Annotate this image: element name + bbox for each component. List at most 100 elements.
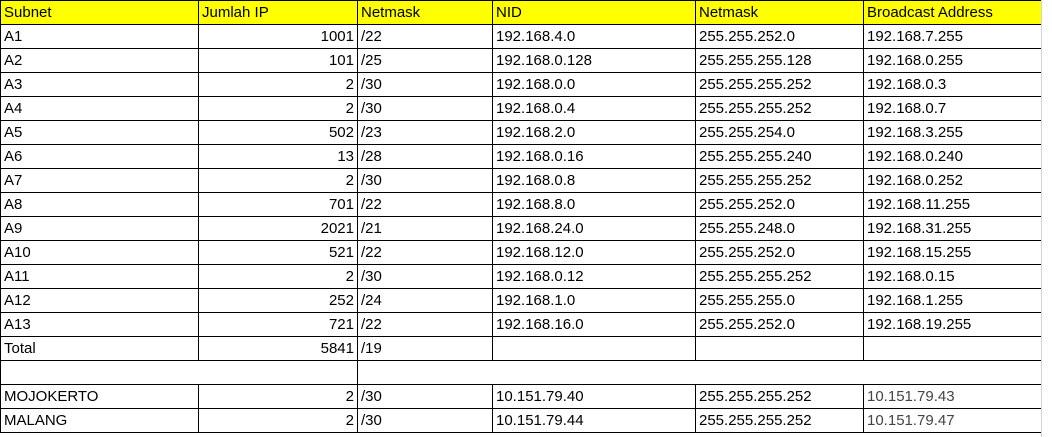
table-cell[interactable]: 255.255.255.252 [695, 384, 864, 409]
table-cell[interactable]: 2021 [198, 216, 358, 241]
table-cell[interactable]: 192.168.0.0 [492, 72, 696, 97]
table-cell[interactable]: 192.168.19.255 [863, 312, 1042, 337]
header-cell[interactable]: Jumlah IP [198, 0, 358, 25]
table-cell[interactable]: /30 [357, 72, 493, 97]
table-cell[interactable]: /22 [357, 192, 493, 217]
table-cell[interactable]: 255.255.248.0 [695, 216, 864, 241]
table-cell[interactable]: 192.168.3.255 [863, 120, 1042, 145]
table-cell[interactable]: 10.151.79.43 [863, 384, 1042, 409]
table-cell[interactable]: /30 [357, 168, 493, 193]
table-cell[interactable]: 255.255.255.0 [695, 288, 864, 313]
table-cell[interactable]: A4 [0, 96, 199, 121]
table-cell[interactable]: 701 [198, 192, 358, 217]
table-cell[interactable]: 255.255.252.0 [695, 24, 864, 49]
table-cell[interactable]: A13 [0, 312, 199, 337]
header-cell[interactable]: NID [492, 0, 696, 25]
table-cell[interactable]: 2 [198, 168, 358, 193]
table-cell[interactable]: /28 [357, 144, 493, 169]
total-cell[interactable]: Total [0, 336, 199, 361]
table-cell[interactable]: 192.168.0.240 [863, 144, 1042, 169]
table-cell[interactable]: 192.168.12.0 [492, 240, 696, 265]
table-cell[interactable]: /23 [357, 120, 493, 145]
table-cell[interactable]: 10.151.79.44 [492, 408, 696, 433]
table-cell[interactable]: 192.168.4.0 [492, 24, 696, 49]
table-cell[interactable]: 1001 [198, 24, 358, 49]
table-cell[interactable]: /21 [357, 216, 493, 241]
table-cell[interactable]: /22 [357, 312, 493, 337]
table-cell[interactable]: 255.255.255.252 [695, 408, 864, 433]
table-cell[interactable]: 192.168.0.128 [492, 48, 696, 73]
table-cell[interactable]: 255.255.255.252 [695, 96, 864, 121]
header-cell[interactable]: Netmask [357, 0, 493, 25]
table-cell[interactable]: /30 [357, 384, 493, 409]
table-cell[interactable]: 255.255.254.0 [695, 120, 864, 145]
adjacent-empty-column[interactable] [1041, 0, 1052, 437]
table-cell[interactable]: /30 [357, 96, 493, 121]
empty-cell[interactable] [198, 360, 358, 385]
table-cell[interactable]: 255.255.252.0 [695, 240, 864, 265]
table-cell[interactable]: /22 [357, 240, 493, 265]
empty-cell[interactable] [492, 360, 696, 385]
table-cell[interactable]: 255.255.252.0 [695, 312, 864, 337]
table-cell[interactable]: A5 [0, 120, 199, 145]
table-cell[interactable]: 2 [198, 384, 358, 409]
total-cell[interactable] [492, 336, 696, 361]
total-cell[interactable]: /19 [357, 336, 493, 361]
table-cell[interactable]: 192.168.7.255 [863, 24, 1042, 49]
table-cell[interactable]: 192.168.15.255 [863, 240, 1042, 265]
table-cell[interactable]: 192.168.11.255 [863, 192, 1042, 217]
table-cell[interactable]: 10.151.79.40 [492, 384, 696, 409]
table-cell[interactable]: 101 [198, 48, 358, 73]
table-cell[interactable]: MOJOKERTO [0, 384, 199, 409]
header-cell[interactable]: Netmask [695, 0, 864, 25]
table-cell[interactable]: 192.168.0.12 [492, 264, 696, 289]
table-cell[interactable]: 13 [198, 144, 358, 169]
table-cell[interactable]: 255.255.255.252 [695, 168, 864, 193]
table-cell[interactable]: 192.168.0.3 [863, 72, 1042, 97]
table-cell[interactable]: 192.168.1.0 [492, 288, 696, 313]
table-cell[interactable]: 192.168.0.252 [863, 168, 1042, 193]
table-cell[interactable]: 2 [198, 264, 358, 289]
table-cell[interactable]: 2 [198, 408, 358, 433]
total-cell[interactable] [695, 336, 864, 361]
table-cell[interactable]: A10 [0, 240, 199, 265]
table-cell[interactable]: 192.168.2.0 [492, 120, 696, 145]
table-cell[interactable]: /25 [357, 48, 493, 73]
table-cell[interactable]: 192.168.31.255 [863, 216, 1042, 241]
table-cell[interactable]: 192.168.16.0 [492, 312, 696, 337]
table-cell[interactable]: 10.151.79.47 [863, 408, 1042, 433]
empty-cell[interactable] [357, 360, 493, 385]
table-cell[interactable]: 255.255.255.252 [695, 72, 864, 97]
table-cell[interactable]: A3 [0, 72, 199, 97]
table-cell[interactable]: 502 [198, 120, 358, 145]
table-cell[interactable]: /24 [357, 288, 493, 313]
header-cell[interactable]: Subnet [0, 0, 199, 25]
table-cell[interactable]: 192.168.8.0 [492, 192, 696, 217]
table-cell[interactable]: MALANG [0, 408, 199, 433]
table-cell[interactable]: 192.168.0.8 [492, 168, 696, 193]
table-cell[interactable]: 192.168.0.4 [492, 96, 696, 121]
empty-cell[interactable] [863, 360, 1042, 385]
table-cell[interactable]: A11 [0, 264, 199, 289]
table-cell[interactable]: A12 [0, 288, 199, 313]
table-cell[interactable]: 255.255.255.240 [695, 144, 864, 169]
table-cell[interactable]: 521 [198, 240, 358, 265]
table-cell[interactable]: /30 [357, 408, 493, 433]
total-cell[interactable]: 5841 [198, 336, 358, 361]
table-cell[interactable]: /30 [357, 264, 493, 289]
empty-cell[interactable] [695, 360, 864, 385]
header-cell[interactable]: Broadcast Address [863, 0, 1042, 25]
empty-cell[interactable] [0, 360, 199, 385]
table-cell[interactable]: A8 [0, 192, 199, 217]
table-cell[interactable]: /22 [357, 24, 493, 49]
table-cell[interactable]: 2 [198, 96, 358, 121]
total-cell[interactable] [863, 336, 1042, 361]
table-cell[interactable]: 192.168.0.16 [492, 144, 696, 169]
table-cell[interactable]: 721 [198, 312, 358, 337]
table-cell[interactable]: 192.168.1.255 [863, 288, 1042, 313]
table-cell[interactable]: 255.255.255.128 [695, 48, 864, 73]
table-cell[interactable]: A6 [0, 144, 199, 169]
table-cell[interactable]: 252 [198, 288, 358, 313]
table-cell[interactable]: 255.255.255.252 [695, 264, 864, 289]
table-cell[interactable]: 2 [198, 72, 358, 97]
